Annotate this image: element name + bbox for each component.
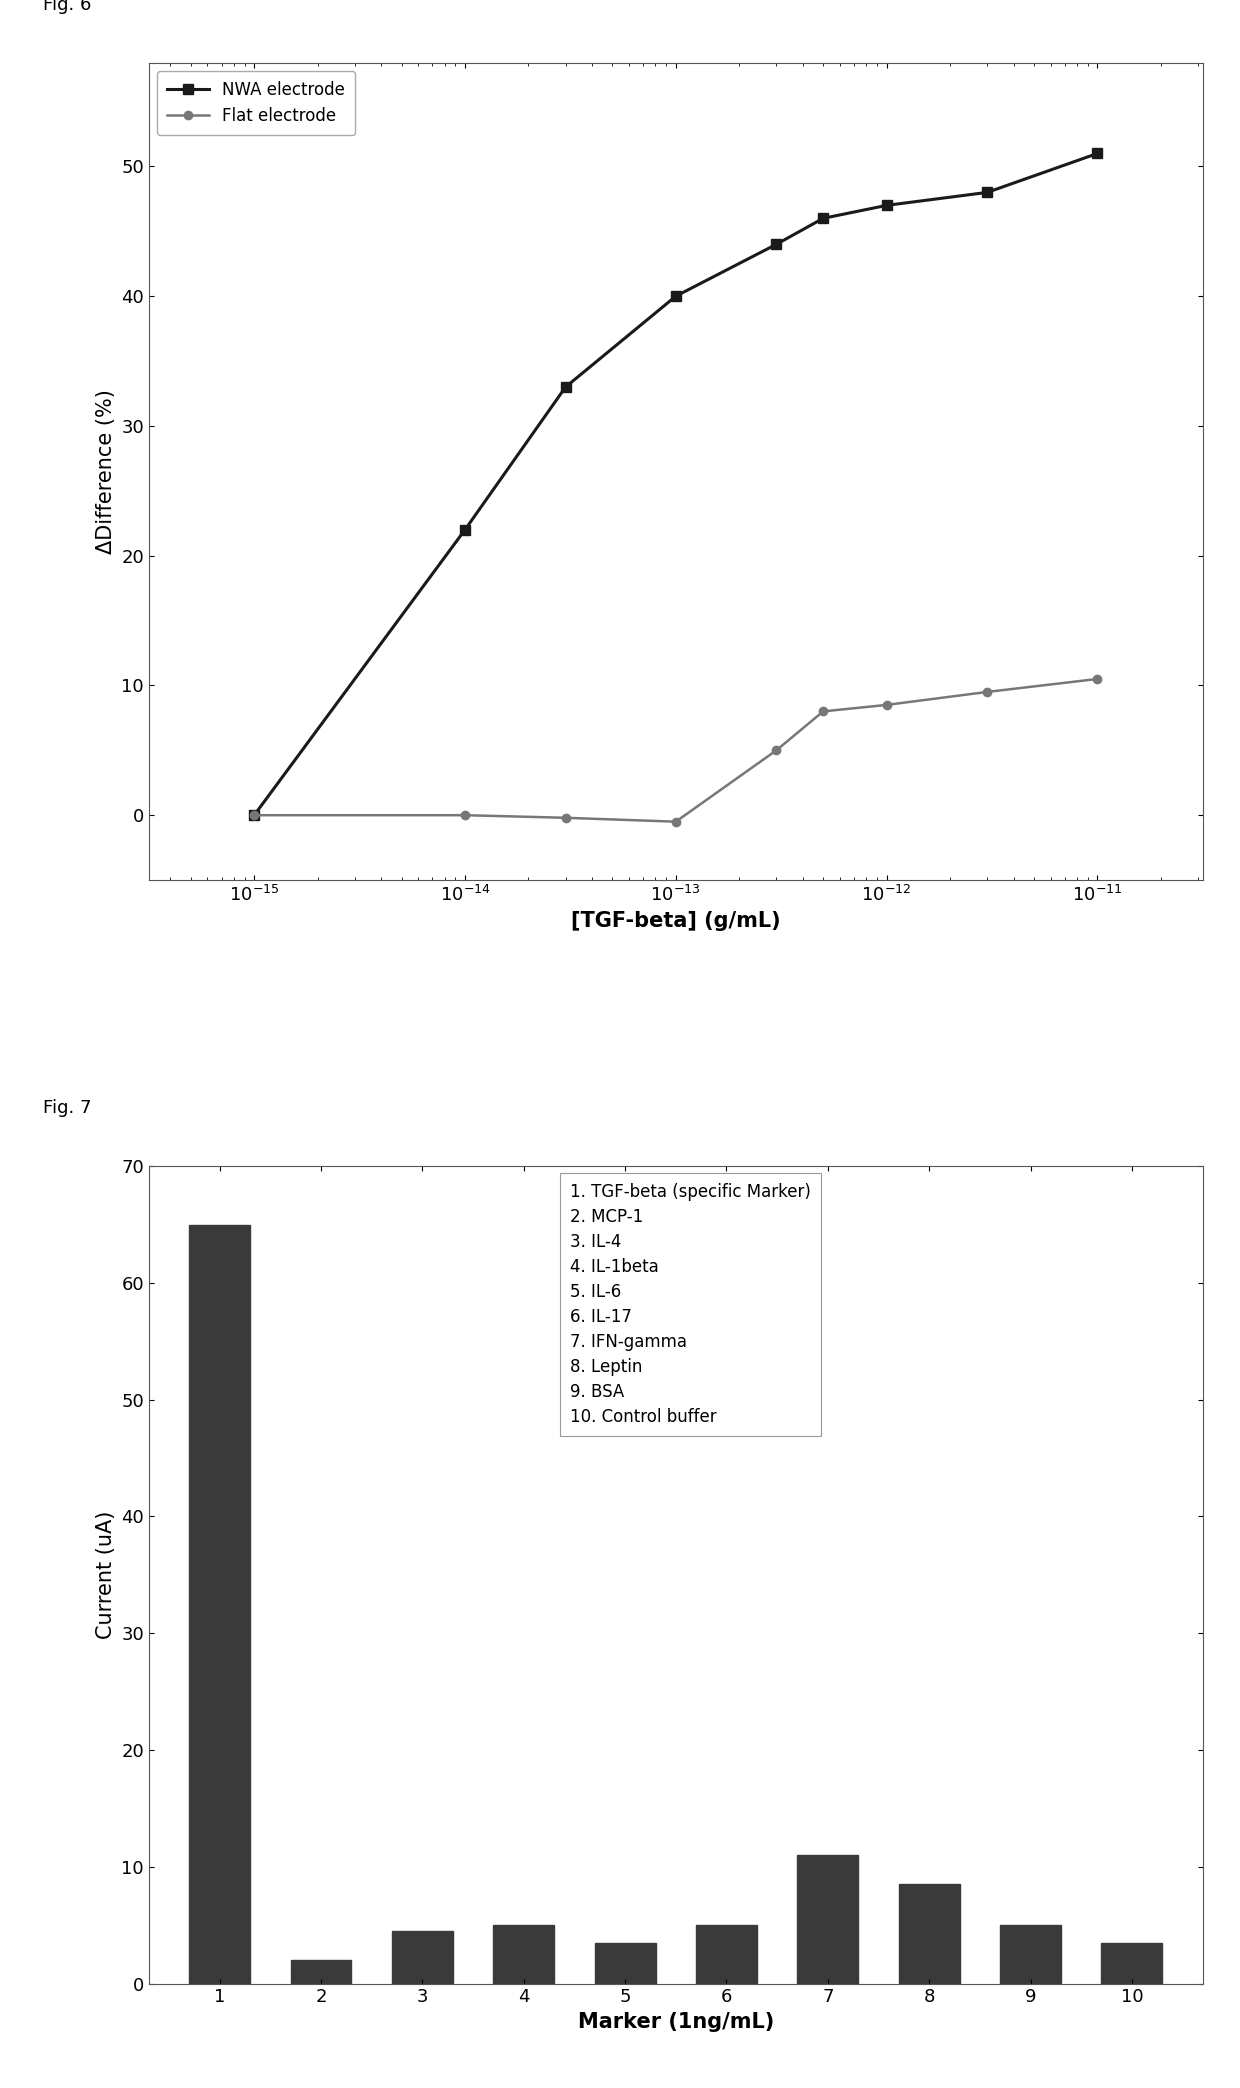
Text: Fig. 7: Fig. 7 [43,1098,92,1117]
Flat electrode [668,810,683,835]
Bar [595,1942,656,1984]
Text: Fig. 6: Fig. 6 [43,0,92,15]
Flat electrode [1090,666,1105,691]
Flat electrode [458,802,472,827]
NWA electrode [458,518,472,543]
Flat electrode [769,737,784,762]
Bar [1001,1925,1061,1984]
Y-axis label: Current (uA): Current (uA) [95,1512,115,1639]
NWA electrode [816,207,831,232]
Line: Flat electrode: Flat electrode [250,674,1101,827]
Y-axis label: ΔDifference (%): ΔDifference (%) [95,388,115,553]
NWA electrode [247,802,262,827]
Legend: NWA electrode, Flat electrode: NWA electrode, Flat electrode [157,71,355,136]
Line: NWA electrode: NWA electrode [249,148,1102,821]
X-axis label: [TGF-beta] (g/mL): [TGF-beta] (g/mL) [570,910,781,931]
Bar [494,1925,554,1984]
Bar [797,1854,858,1984]
NWA electrode [558,374,573,399]
Bar [190,1224,250,1984]
Bar [696,1925,756,1984]
Bar [392,1931,453,1984]
NWA electrode [668,284,683,309]
NWA electrode [1090,140,1105,165]
NWA electrode [980,180,994,205]
Flat electrode [879,693,894,718]
Flat electrode [247,802,262,827]
X-axis label: Marker (1ng/mL): Marker (1ng/mL) [578,2013,774,2032]
Flat electrode [816,699,831,725]
Text: 1. TGF-beta (specific Marker)
2. MCP-1
3. IL-4
4. IL-1beta
5. IL-6
6. IL-17
7. I: 1. TGF-beta (specific Marker) 2. MCP-1 3… [570,1182,811,1426]
NWA electrode [769,232,784,257]
Bar [1101,1942,1162,1984]
Bar [290,1961,351,1984]
Flat electrode [558,806,573,831]
Flat electrode [980,679,994,704]
Bar [899,1883,960,1984]
NWA electrode [879,192,894,217]
